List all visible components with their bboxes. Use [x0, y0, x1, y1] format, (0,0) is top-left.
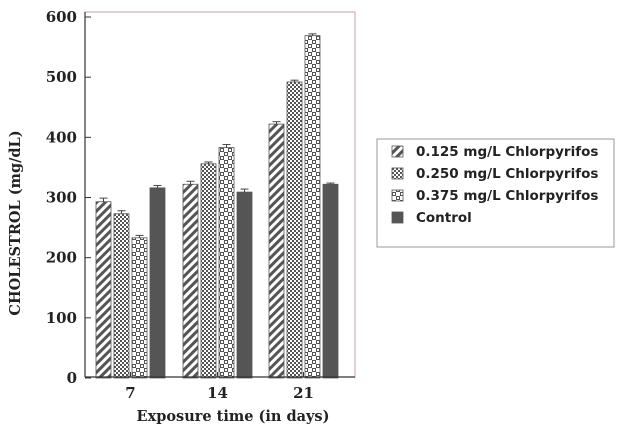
legend-swatch	[391, 211, 404, 224]
legend-label: Control	[416, 210, 472, 226]
x-tick-label: 21	[293, 384, 314, 402]
x-axis-title: Exposure time (in days)	[137, 408, 330, 425]
bar	[149, 187, 166, 379]
y-tick-label: 400	[46, 128, 77, 146]
bars-layer	[95, 33, 339, 379]
y-tick-label: 300	[46, 189, 77, 207]
legend-label: 0.375 mg/L Chlorpyrifos	[416, 188, 598, 204]
legend-swatch	[391, 189, 404, 202]
y-tick-label: 100	[46, 309, 77, 327]
bar	[131, 237, 148, 379]
x-tick-label: 14	[207, 384, 228, 402]
axes-layer: 0 100 200 300 400 500 600 7 14 21	[46, 8, 355, 402]
bar	[95, 201, 112, 379]
bar	[218, 147, 235, 379]
legend: 0.125 mg/L Chlorpyrifos 0.250 mg/L Chlorp…	[376, 138, 615, 248]
y-tick-label: 600	[46, 8, 77, 26]
legend-swatch	[391, 167, 404, 180]
y-axis-title: CHOLESTROL (mg/dL)	[7, 130, 24, 315]
legend-label: 0.250 mg/L Chlorpyrifos	[416, 166, 598, 182]
y-tick-label: 0	[67, 369, 77, 387]
bar	[182, 183, 199, 379]
bar	[236, 191, 253, 379]
bar	[322, 183, 339, 379]
legend-box	[376, 138, 615, 248]
y-tick-label: 200	[46, 249, 77, 267]
bar	[286, 81, 303, 379]
bar	[113, 213, 130, 379]
legend-swatch	[391, 145, 404, 158]
bar	[200, 163, 217, 379]
legend-label: 0.125 mg/L Chlorpyrifos	[416, 144, 598, 160]
bar	[304, 35, 321, 379]
x-tick-label: 7	[125, 384, 135, 402]
bar	[268, 123, 285, 379]
y-tick-label: 500	[46, 68, 77, 86]
